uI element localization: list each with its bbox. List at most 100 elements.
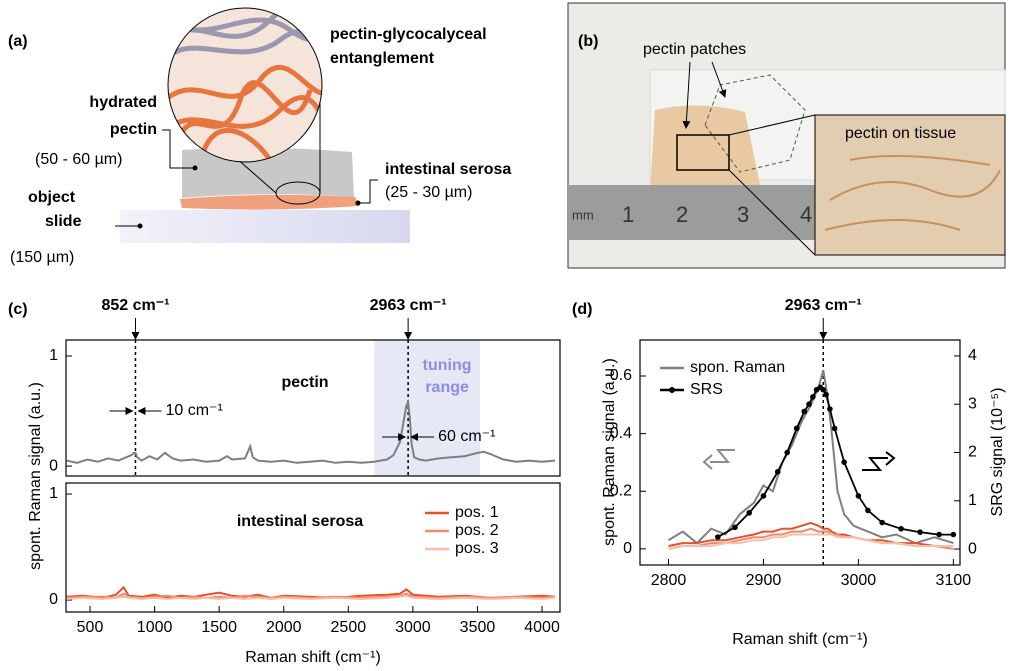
plot-frame [65,482,561,613]
data-point [831,425,838,432]
axis-hint-arrow [885,451,896,466]
data-point [950,531,957,538]
series-line [66,594,556,601]
x-tick-label: 3000 [841,572,877,589]
marker-label: 2963 cm⁻¹ [370,297,447,314]
data-point [823,391,829,398]
y2-tick-label: 4 [968,347,977,364]
arrow [711,61,727,98]
marker-label: 852 cm⁻¹ [101,297,169,314]
width-label: 10 cm⁻¹ [165,402,222,419]
y-tick-label: 0 [49,591,58,608]
axis-hint-arrow [710,449,735,463]
series-line [66,592,556,599]
annotation: (150 µm) [10,249,74,266]
object-slide [120,210,410,243]
data-point [827,406,833,412]
tissue-fibers [824,155,1001,231]
series-line [717,386,954,538]
y2-tick-label: 0 [968,540,977,557]
leader-dot [137,223,143,229]
data-point [774,469,781,475]
x-tick-label: 2000 [266,619,302,636]
data-point [936,531,942,538]
ruler-label: 2 [676,202,688,227]
y2-axis-label: SRG signal (10⁻⁵) [989,388,1006,517]
x-tick-label: 2900 [746,572,782,589]
legend-label: pos. 3 [455,540,499,557]
x-tick-label: 3100 [936,572,972,589]
x-tick-label: 1000 [137,619,173,636]
annotation: slide [45,213,82,230]
panel-label: (d) [572,301,592,318]
ruler-label: 1 [622,202,634,227]
y-tick-label: 0 [623,540,632,557]
x-tick-label: 2500 [331,619,367,636]
data-point [855,493,862,499]
y-tick-label: 0.6 [610,367,632,384]
data-point [806,401,812,408]
legend-label: pos. 2 [455,522,499,539]
ruler-label: 4 [800,202,812,227]
annotation: pectin-glycocalyceal [330,26,487,43]
glycocalyx-strands [168,64,322,162]
annotation: object [28,189,76,206]
tuning-range [374,340,481,476]
panel-label: (c) [8,301,28,318]
y-tick-label: 0.4 [610,425,632,442]
annotation: pectin patches [643,41,746,58]
data-point [879,519,885,526]
y-tick-label: 0.2 [610,482,632,499]
y2-tick-label: 3 [968,395,977,412]
annotation: pectin on tissue [845,125,956,142]
x-tick-label: 4000 [524,619,560,636]
axis-hint-arrow [702,454,713,470]
arrow [682,61,691,129]
x-tick-label: 1500 [201,619,237,636]
inset-line [728,114,816,136]
annotation: intestinal serosa [385,161,511,178]
annotation: (50 - 60 µm) [35,151,122,168]
data-point [746,510,752,516]
annotation: (25 - 30 µm) [385,184,472,201]
legend-dot [669,387,675,393]
patch-outline [704,74,806,173]
y2-tick-label: 1 [968,492,977,509]
annotation: hydrated [89,94,157,111]
ruler [568,185,823,240]
leader-dot [355,200,361,206]
inset-line [728,169,816,256]
data-point [820,386,827,393]
data-point [793,425,800,432]
data-point [865,507,871,514]
series-line [66,398,556,464]
annotation: pectin [281,374,328,391]
annotation: intestinal serosa [237,513,363,530]
y-tick-label: 1 [49,347,58,364]
tuning-label: range [425,379,469,396]
tuning-label: tuning [423,357,472,374]
annotation: pectin [110,121,157,138]
pectin-layer [182,147,354,198]
x-tick-label: 3500 [460,619,496,636]
leader-dot [192,165,198,171]
leader-line [358,179,378,204]
data-point [917,529,923,535]
x-axis-label: Raman shift (cm⁻¹) [732,631,868,648]
x-axis-label: Raman shift (cm⁻¹) [245,649,381,666]
data-point [732,524,738,531]
ruler-label: mm [572,207,594,222]
inset-box [676,134,730,171]
series-line [668,521,954,547]
data-point [784,449,790,456]
marker-label: 2963 cm⁻¹ [785,297,862,314]
legend-label: pos. 1 [455,504,499,521]
y-axis-label: spont. Raman signal (a.u.) [601,358,618,546]
serosa-layer [180,194,360,210]
plot-frame [65,339,561,477]
y-tick-label: 0 [49,457,58,474]
x-tick-label: 500 [77,619,104,636]
panel-label: (b) [578,33,598,50]
